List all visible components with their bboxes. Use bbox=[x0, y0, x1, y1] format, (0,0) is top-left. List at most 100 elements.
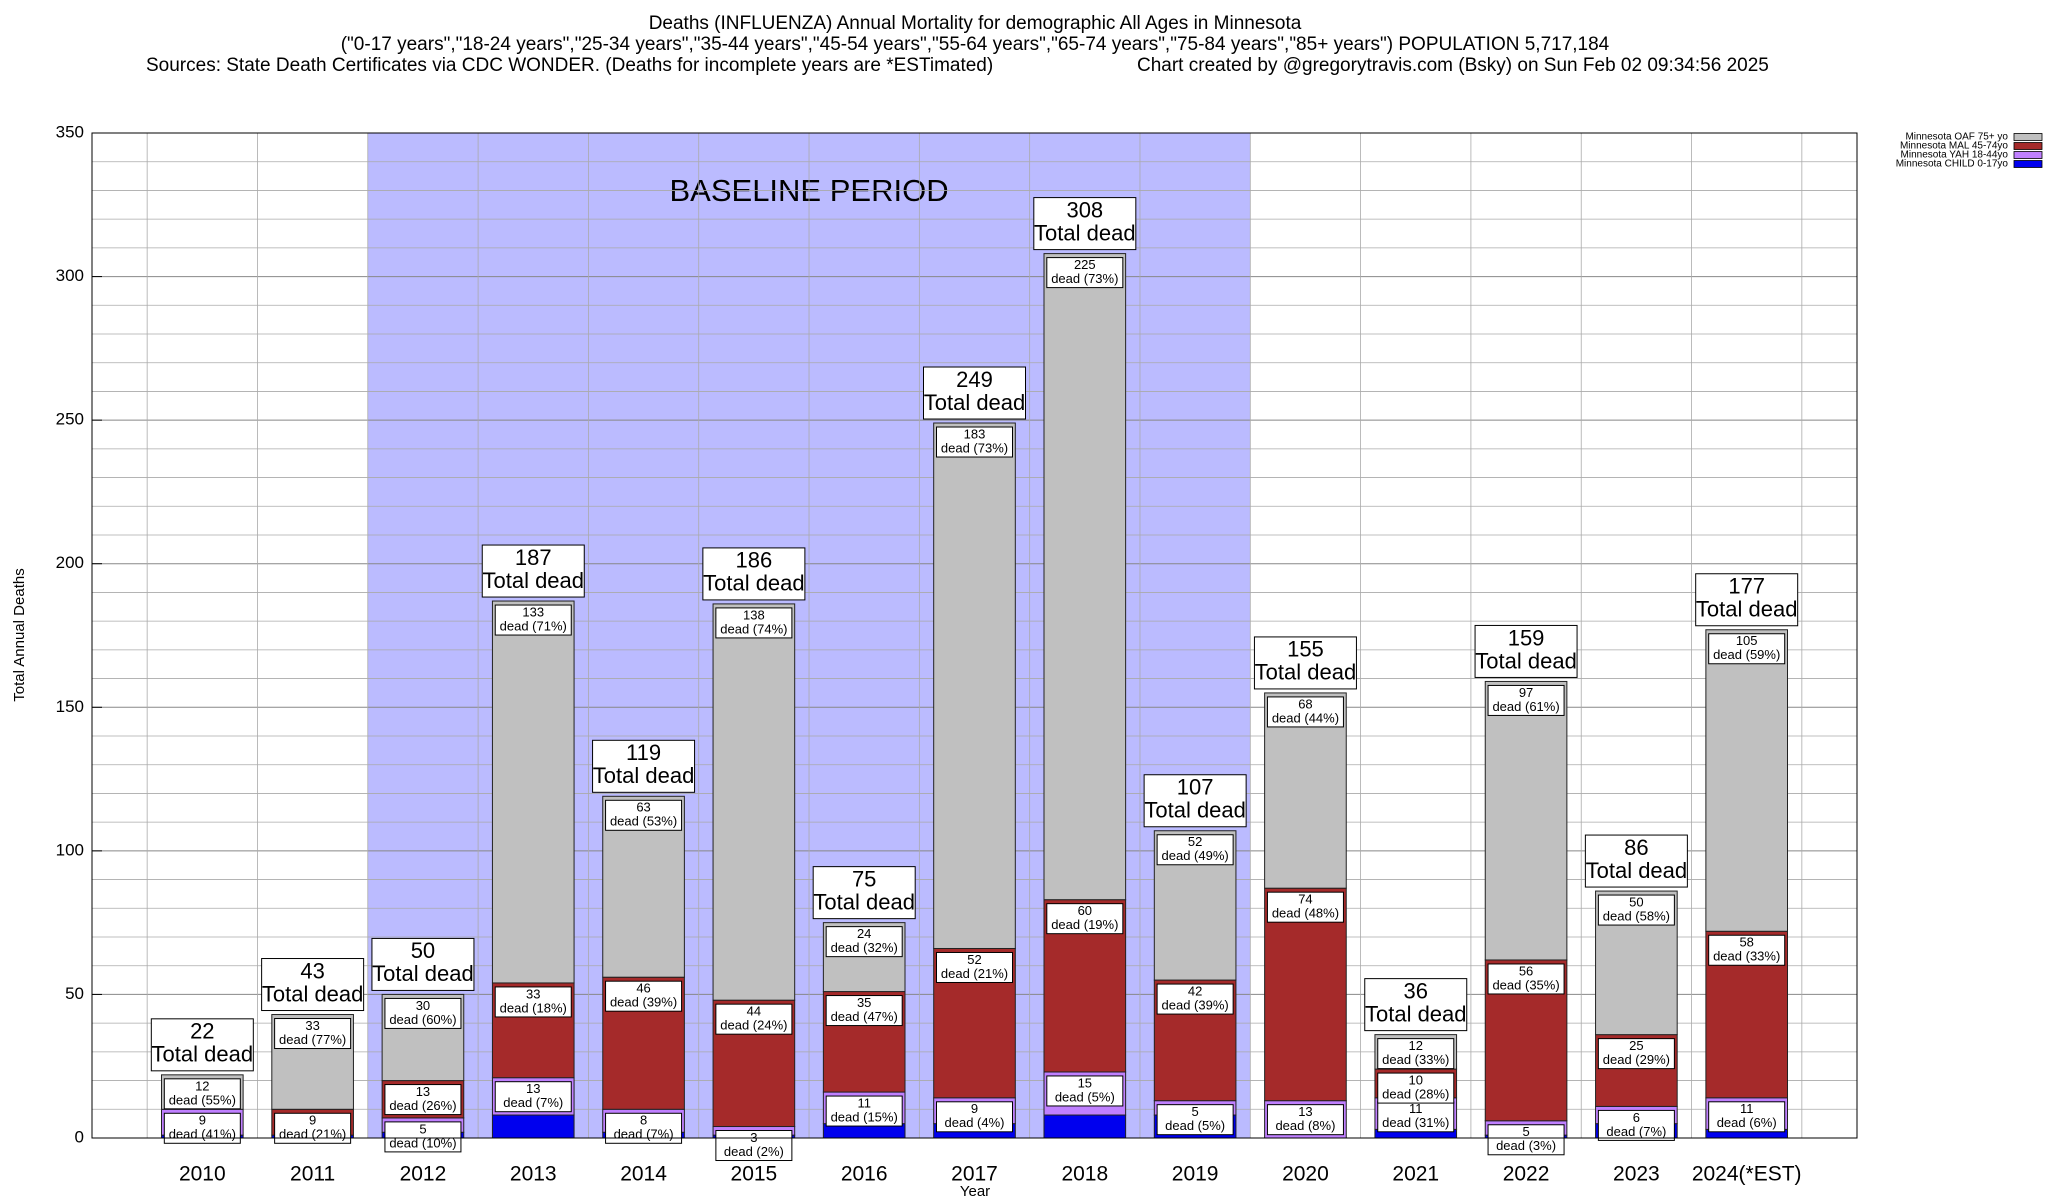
x-tick-label: 2023 bbox=[1613, 1163, 1660, 1186]
x-tick-label: 2022 bbox=[1503, 1163, 1550, 1186]
segment-percent: dead (33%) bbox=[1382, 1052, 1449, 1067]
segment-value: 74 bbox=[1298, 892, 1312, 907]
total-value: 249 bbox=[956, 367, 993, 392]
segment-value: 13 bbox=[526, 1081, 540, 1096]
total-value: 107 bbox=[1177, 775, 1214, 800]
label-box bbox=[494, 1081, 572, 1113]
bar-segment bbox=[933, 422, 1016, 949]
segment-value: 225 bbox=[1074, 257, 1096, 272]
segment-value: 6 bbox=[1633, 1110, 1640, 1125]
x-tick-label: 2011 bbox=[290, 1163, 335, 1186]
segment-percent: dead (71%) bbox=[500, 618, 567, 633]
segment-value: 68 bbox=[1298, 696, 1312, 711]
segment-value: 24 bbox=[857, 926, 871, 941]
legend-label: Minnesota MAL 45-74yo bbox=[1900, 141, 2008, 152]
bar-segment bbox=[491, 600, 575, 984]
y-tick-label: 150 bbox=[56, 697, 84, 716]
segment-value: 15 bbox=[1078, 1075, 1092, 1090]
segment-percent: dead (74%) bbox=[720, 621, 787, 636]
total-box bbox=[1584, 834, 1688, 888]
total-value: 86 bbox=[1624, 835, 1648, 860]
total-text: Total dead bbox=[813, 889, 915, 914]
y-tick-label: 350 bbox=[56, 122, 84, 141]
total-box bbox=[1474, 624, 1578, 678]
bar-segment bbox=[712, 603, 796, 1001]
segment-percent: dead (2%) bbox=[724, 1144, 784, 1159]
label-box bbox=[1266, 696, 1344, 728]
total-box bbox=[1695, 573, 1799, 627]
label-box bbox=[936, 426, 1013, 458]
label-box bbox=[1487, 1124, 1565, 1156]
label-box bbox=[715, 1130, 793, 1162]
segment-value: 11 bbox=[857, 1095, 871, 1110]
bar-segment bbox=[491, 1114, 575, 1139]
segment-percent: dead (35%) bbox=[1492, 977, 1559, 992]
label-box bbox=[1377, 1101, 1455, 1133]
total-value: 43 bbox=[300, 958, 324, 983]
segment-percent: dead (59%) bbox=[1713, 647, 1780, 662]
label-box bbox=[605, 799, 683, 831]
label-box bbox=[825, 995, 903, 1027]
segment-value: 10 bbox=[1409, 1073, 1423, 1088]
segment-percent: dead (21%) bbox=[279, 1127, 346, 1142]
total-box bbox=[923, 366, 1026, 420]
segment-percent: dead (33%) bbox=[1713, 949, 1780, 964]
label-box bbox=[1708, 633, 1786, 665]
segment-value: 52 bbox=[1188, 834, 1202, 849]
label-box bbox=[1046, 903, 1124, 935]
legend-label: Minnesota YAH 18-44yo bbox=[1901, 150, 2009, 161]
segment-percent: dead (5%) bbox=[1165, 1118, 1225, 1133]
segment-value: 138 bbox=[743, 607, 765, 622]
total-value: 50 bbox=[411, 938, 435, 963]
segment-percent: dead (28%) bbox=[1382, 1087, 1449, 1102]
segment-value: 9 bbox=[309, 1113, 316, 1128]
segment-percent: dead (58%) bbox=[1603, 908, 1670, 923]
total-value: 177 bbox=[1728, 574, 1765, 599]
segment-value: 5 bbox=[419, 1121, 426, 1136]
y-tick-label: 250 bbox=[56, 410, 84, 429]
total-box bbox=[150, 1018, 254, 1072]
segment-percent: dead (21%) bbox=[941, 966, 1008, 981]
segment-value: 5 bbox=[1192, 1104, 1199, 1119]
y-tick-label: 100 bbox=[56, 840, 84, 859]
segment-value: 133 bbox=[522, 604, 544, 619]
segment-value: 183 bbox=[964, 426, 986, 441]
x-tick-label: 2021 bbox=[1392, 1163, 1439, 1186]
segment-percent: dead (7%) bbox=[503, 1095, 563, 1110]
label-box bbox=[936, 1101, 1013, 1133]
label-box bbox=[936, 951, 1013, 983]
total-text: Total dead bbox=[482, 568, 584, 593]
segment-value: 9 bbox=[199, 1113, 206, 1128]
y-tick-label: 0 bbox=[75, 1127, 84, 1146]
label-box bbox=[605, 980, 683, 1012]
chart-title: Deaths (INFLUENZA) Annual Mortality for … bbox=[649, 13, 1302, 34]
bar-segment bbox=[1264, 887, 1347, 1102]
segment-percent: dead (44%) bbox=[1272, 710, 1339, 725]
segment-percent: dead (15%) bbox=[831, 1109, 898, 1124]
segment-percent: dead (29%) bbox=[1603, 1052, 1670, 1067]
label-box bbox=[1377, 1038, 1455, 1070]
